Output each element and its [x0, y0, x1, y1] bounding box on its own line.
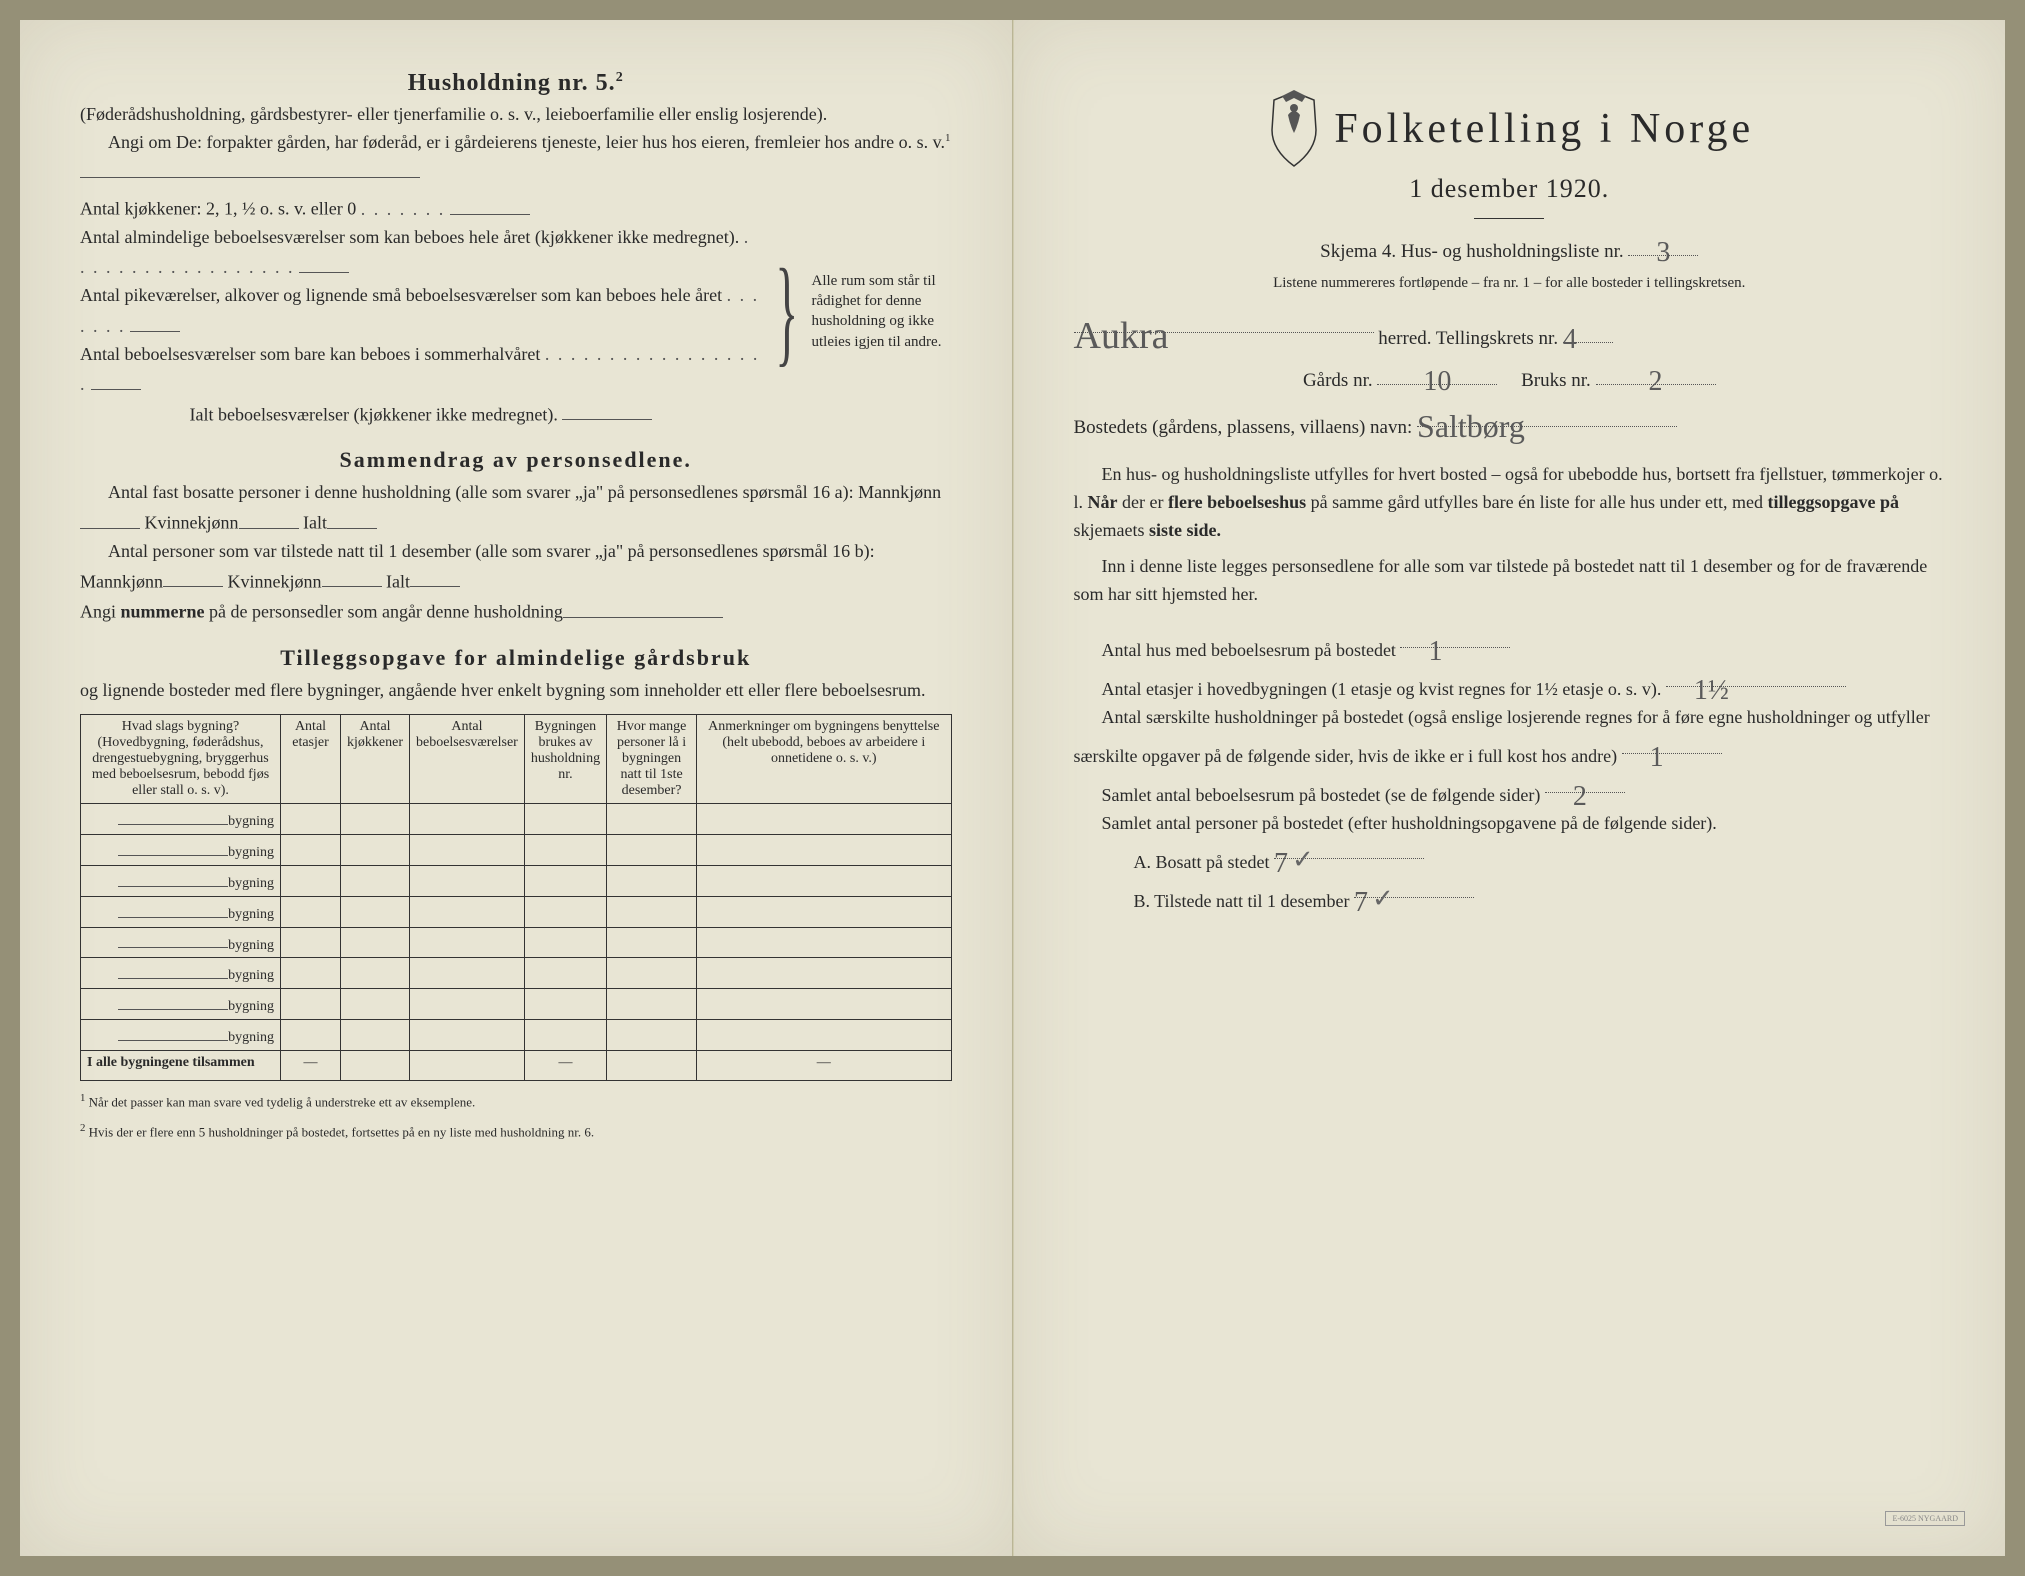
footer-label: I alle bygningene tilsammen	[81, 1050, 281, 1080]
q3-line: Antal særskilte husholdninger på bostede…	[1074, 704, 1946, 771]
q4-line: Samlet antal beboelsesrum på bostedet (s…	[1074, 771, 1946, 810]
col-header-5: Hvor mange personer lå i bygningen natt …	[607, 715, 697, 804]
brace-note: Alle rum som står til rådighet for denne…	[812, 271, 952, 352]
rooms-line-1: Antal almindelige beboelsesværelser som …	[80, 224, 762, 282]
left-page: Husholdning nr. 5.2 (Føderådshusholdning…	[20, 20, 1013, 1556]
col-header-6: Anmerkninger om bygningens benyttelse (h…	[697, 715, 951, 804]
table-row: bygning	[81, 866, 952, 897]
herred-line: Aukra herred. Tellingskrets nr. 4	[1074, 310, 1946, 350]
summary-heading: Sammendrag av personsedlene.	[80, 447, 952, 473]
skjema-line: Skjema 4. Hus- og husholdningsliste nr. …	[1074, 233, 1946, 263]
right-page: Folketelling i Norge 1 desember 1920. Sk…	[1013, 20, 2006, 1556]
printer-stamp: E-6025 NYGAARD	[1885, 1511, 1965, 1526]
q1-line: Antal hus med beboelsesrum på bostedet 1	[1074, 626, 1946, 665]
col-header-2: Antal kjøkkener	[341, 715, 410, 804]
supplement-heading: Tilleggsopgave for almindelige gårdsbruk	[80, 645, 952, 671]
intro-body: Angi om De: forpakter gården, har føderå…	[80, 129, 952, 187]
main-title: Folketelling i Norge	[1334, 105, 1754, 153]
table-row: bygning	[81, 958, 952, 989]
rooms-line-2: Antal pikeværelser, alkover og lignende …	[80, 282, 762, 340]
table-row: bygning	[81, 1020, 952, 1051]
document-spread: Husholdning nr. 5.2 (Føderådshusholdning…	[20, 20, 2005, 1556]
q5b-line: B. Tilstede natt til 1 desember 7✓	[1134, 877, 1946, 916]
curly-brace: }	[775, 254, 798, 368]
gards-line: Gårds nr. 10 Bruks nr. 2	[1074, 362, 1946, 392]
col-header-4: Bygningen brukes av husholdning nr.	[524, 715, 606, 804]
para-2: Inn i denne liste legges personsedlene f…	[1074, 553, 1946, 609]
summary-line-3: Angi nummerne på de personsedler som ang…	[80, 596, 952, 626]
rooms-line-3: Antal beboelsesværelser som bare kan beb…	[80, 341, 762, 399]
q5-intro: Samlet antal personer på bostedet (efter…	[1074, 810, 1946, 838]
subtitle: 1 desember 1920.	[1074, 174, 1946, 204]
col-header-3: Antal beboelsesværelser	[409, 715, 524, 804]
summary-line-1: Antal fast bosatte personer i denne hush…	[80, 479, 952, 537]
table-row: bygning	[81, 896, 952, 927]
col-header-1: Antal etasjer	[281, 715, 341, 804]
footnote-2: 2 Hvis der er flere enn 5 husholdninger …	[80, 1121, 952, 1141]
title-row: Folketelling i Norge	[1074, 90, 1946, 168]
household-heading: Husholdning nr. 5.2	[80, 70, 952, 97]
table-row: bygning	[81, 927, 952, 958]
list-note: Listene nummereres fortløpende – fra nr.…	[1074, 275, 1946, 292]
rooms-total-line: Ialt beboelsesværelser (kjøkkener ikke m…	[80, 399, 762, 429]
col-header-0: Hvad slags bygning? (Hovedbygning, føder…	[81, 715, 281, 804]
summary-line-2: Antal personer som var tilstede natt til…	[80, 538, 952, 596]
rooms-block: Antal kjøkkener: 2, 1, ½ o. s. v. eller …	[80, 193, 952, 429]
crest-icon	[1264, 90, 1324, 168]
table-row: bygning	[81, 989, 952, 1020]
supplement-intro: og lignende bosteder med flere bygninger…	[80, 677, 952, 705]
para-1: En hus- og husholdningsliste utfylles fo…	[1074, 461, 1946, 545]
table-footer-row: I alle bygningene tilsammen ———	[81, 1050, 952, 1080]
q5a-line: A. Bosatt på stedet 7✓	[1134, 838, 1946, 877]
table-header-row: Hvad slags bygning? (Hovedbygning, føder…	[81, 715, 952, 804]
table-row: bygning	[81, 835, 952, 866]
table-row: bygning	[81, 804, 952, 835]
intro-paren: (Føderådshusholdning, gårdsbestyrer- ell…	[80, 101, 952, 129]
bosted-line: Bostedets (gårdens, plassens, villaens) …	[1074, 404, 1946, 439]
footnote-1: 1 Når det passer kan man svare ved tydel…	[80, 1091, 952, 1111]
building-table: Hvad slags bygning? (Hovedbygning, føder…	[80, 714, 952, 1080]
kitchens-line: Antal kjøkkener: 2, 1, ½ o. s. v. eller …	[80, 193, 762, 223]
divider-rule	[1474, 218, 1544, 219]
q2-line: Antal etasjer i hovedbygningen (1 etasje…	[1074, 665, 1946, 704]
